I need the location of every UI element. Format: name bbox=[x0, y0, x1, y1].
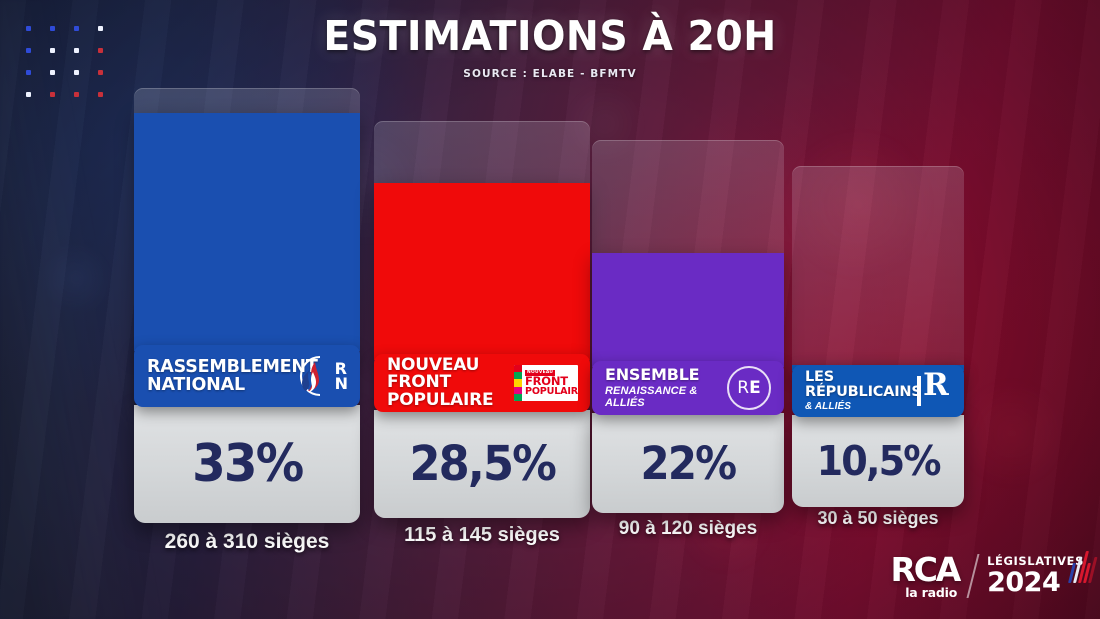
grid-dot-2 bbox=[74, 26, 79, 31]
percentage-value: 33% bbox=[191, 434, 304, 494]
header: ESTIMATIONS À 20H SOURCE : ELABE - BFMTV bbox=[0, 12, 1100, 80]
re-letters: RE bbox=[737, 378, 761, 398]
party-name-line2: POPULAIRE bbox=[387, 389, 494, 410]
rca-wordmark: RCA bbox=[890, 549, 962, 589]
grid-dot-11 bbox=[98, 70, 103, 75]
rca-logo: RCA la radio bbox=[890, 549, 962, 600]
tricolor-dot-grid bbox=[26, 26, 122, 114]
seats-projection: 30 à 50 sièges bbox=[817, 508, 939, 528]
grid-dot-8 bbox=[26, 70, 31, 75]
percentage-card: 22% bbox=[592, 413, 784, 513]
grid-dot-3 bbox=[98, 26, 103, 31]
seats-projection: 90 à 120 sièges bbox=[618, 518, 758, 539]
party-label-card[interactable]: ENSEMBLE RENAISSANCE & ALLIÉS RE bbox=[592, 361, 784, 415]
rn-letter-r: R bbox=[334, 358, 347, 378]
percentage-value: 28,5% bbox=[409, 436, 556, 492]
party-name-line1: LES RÉPUBLICAINS bbox=[805, 369, 922, 400]
lr-bar bbox=[917, 376, 921, 406]
grid-dot-5 bbox=[50, 48, 55, 53]
grid-dot-9 bbox=[50, 70, 55, 75]
bar-ghost-cap bbox=[792, 166, 964, 371]
nfp-stripes bbox=[514, 365, 522, 401]
source-credit: SOURCE : ELABE - BFMTV bbox=[463, 68, 637, 80]
footer-branding: RCA la radio LÉGISLATIVES 2024 bbox=[891, 553, 1084, 600]
grid-dot-7 bbox=[98, 48, 103, 53]
grid-dot-15 bbox=[98, 92, 103, 97]
nfp-stripe-4 bbox=[514, 393, 522, 401]
lr-letter-r: R bbox=[923, 367, 949, 403]
grid-dot-10 bbox=[74, 70, 79, 75]
nfp-stripe-2 bbox=[514, 379, 522, 387]
nfp-line2: POPULAIRE bbox=[525, 386, 578, 398]
party-name-line1: ENSEMBLE bbox=[605, 365, 700, 385]
party-label-text: ENSEMBLE RENAISSANCE & ALLIÉS bbox=[605, 365, 724, 409]
grid-dot-0 bbox=[26, 26, 31, 31]
party-name-line1: RASSEMBLEMENT bbox=[147, 356, 318, 377]
party-label-card[interactable]: LES RÉPUBLICAINS & ALLIÉS R bbox=[792, 365, 964, 417]
grid-dot-4 bbox=[26, 48, 31, 53]
nfp-stripe-0 bbox=[514, 365, 522, 373]
party-name-line1: NOUVEAU FRONT bbox=[387, 354, 480, 393]
party-label-text: NOUVEAU FRONT POPULAIRE bbox=[387, 354, 512, 410]
percentage-card: 10,5% bbox=[792, 415, 964, 507]
party-label-card[interactable]: RASSEMBLEMENT NATIONAL R N bbox=[134, 345, 360, 407]
page-title: ESTIMATIONS À 20H bbox=[323, 12, 777, 60]
nfp-stripe-3 bbox=[514, 386, 522, 394]
grid-dot-1 bbox=[50, 26, 55, 31]
percentage-value: 10,5% bbox=[816, 437, 942, 485]
party-subtitle: RENAISSANCE & ALLIÉS bbox=[605, 384, 698, 409]
brand-separator bbox=[966, 553, 980, 598]
party-name-line2: NATIONAL bbox=[147, 375, 245, 395]
percentage-card: 33% bbox=[134, 405, 360, 523]
bar-column: RASSEMBLEMENT NATIONAL R N 33% 260 à 310 sièg… bbox=[134, 0, 360, 619]
nfp-stripe-1 bbox=[514, 372, 522, 380]
re-circle-logo: RE bbox=[727, 366, 771, 410]
grid-dot-14 bbox=[74, 92, 79, 97]
grid-dot-12 bbox=[26, 92, 31, 97]
seats-projection: 115 à 145 sièges bbox=[404, 524, 560, 546]
party-label-card[interactable]: NOUVEAU FRONT POPULAIRE NOUVEAU FRONT POPULA… bbox=[374, 354, 590, 412]
grid-dot-6 bbox=[74, 48, 79, 53]
nfp-kicker: NOUVEAU bbox=[525, 369, 556, 377]
rca-tagline: la radio bbox=[905, 584, 958, 600]
lr-monogram-logo: R bbox=[910, 370, 954, 408]
party-label-text: RASSEMBLEMENT NATIONAL bbox=[147, 356, 318, 395]
event-year: 2024 bbox=[987, 567, 1061, 598]
lr-monogram-logo: R bbox=[912, 370, 952, 408]
event-badge: LÉGISLATIVES 2024 bbox=[987, 553, 1084, 598]
bar-column: LES RÉPUBLICAINS & ALLIÉS R 10,5% 30 à 50 si… bbox=[792, 0, 964, 619]
percentage-value: 22% bbox=[640, 436, 737, 490]
bar-fill bbox=[592, 253, 784, 367]
party-label-text: LES RÉPUBLICAINS & ALLIÉS bbox=[805, 369, 922, 412]
rn-letter-n: N bbox=[334, 374, 348, 393]
bar-fill bbox=[374, 183, 590, 360]
re-circle-logo: RE bbox=[724, 366, 774, 410]
bar-column: ENSEMBLE RENAISSANCE & ALLIÉS RE 22% 90 à 12… bbox=[592, 0, 784, 619]
event-name: LÉGISLATIVES bbox=[987, 553, 1084, 568]
nfp-line1: FRONT bbox=[525, 374, 568, 389]
bar-fill bbox=[134, 113, 360, 351]
bar-column: NOUVEAU FRONT POPULAIRE NOUVEAU FRONT POPULA… bbox=[374, 0, 590, 619]
percentage-card: 28,5% bbox=[374, 410, 590, 518]
party-subtitle: & ALLIÉS bbox=[805, 400, 851, 412]
seats-projection: 260 à 310 sièges bbox=[164, 530, 330, 553]
grid-dot-13 bbox=[50, 92, 55, 97]
